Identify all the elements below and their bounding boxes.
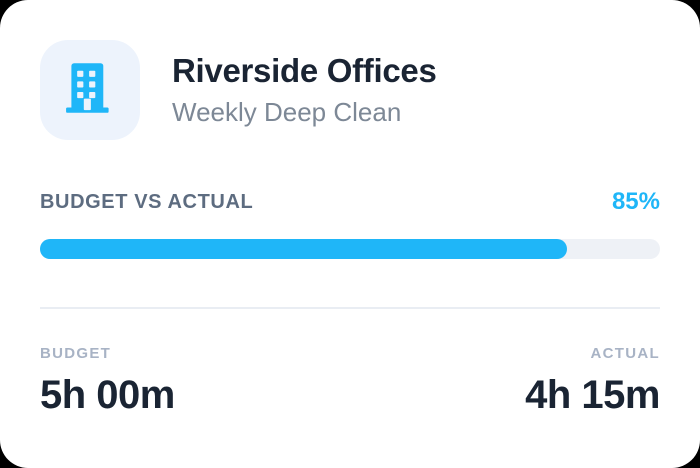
progress-bar-track [40, 239, 660, 259]
job-subtitle: Weekly Deep Clean [172, 97, 402, 128]
card-header: Riverside Offices Weekly Deep Clean [40, 40, 660, 140]
page-title: Riverside Offices [172, 52, 437, 90]
budget-vs-actual-header: BUDGET VS ACTUAL 85% [40, 188, 660, 216]
budget-stat-label: BUDGET [40, 345, 112, 362]
actual-stat: ACTUAL 4h 15m [525, 345, 660, 415]
budget-stat-value: 5h 00m [40, 373, 175, 417]
stats-row: BUDGET 5h 00m ACTUAL 4h 15m [40, 345, 660, 415]
progress-bar-fill [40, 239, 567, 259]
actual-stat-label: ACTUAL [590, 345, 660, 362]
budget-stat: BUDGET 5h 00m [40, 345, 175, 415]
budget-vs-actual-label: BUDGET VS ACTUAL [40, 190, 254, 213]
building-icon [59, 57, 121, 124]
divider [40, 307, 660, 309]
actual-stat-value: 4h 15m [525, 373, 660, 417]
progress-percent-value: 85% [611, 188, 660, 215]
title-block: Riverside Offices Weekly Deep Clean [172, 52, 437, 128]
building-icon-tile [40, 40, 140, 140]
